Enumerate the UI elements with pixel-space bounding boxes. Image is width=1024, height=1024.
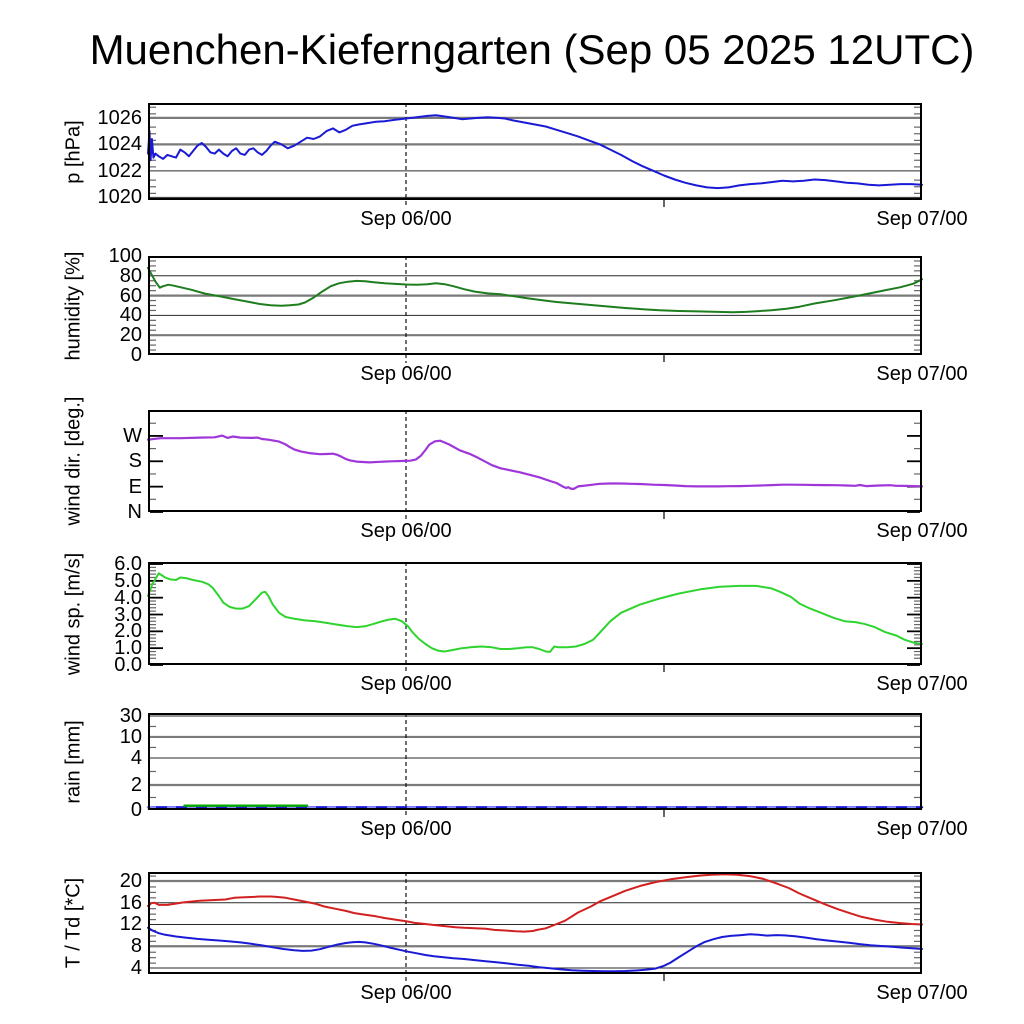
series-humidity bbox=[147, 266, 923, 314]
panel-temperature-dewpoint-plot bbox=[147, 872, 923, 982]
x-tick-label: Sep 06/00 bbox=[360, 208, 452, 230]
x-tick-label: Sep 07/00 bbox=[876, 982, 968, 1004]
x-tick-label: Sep 07/00 bbox=[876, 208, 968, 230]
temperature-dewpoint-ytick-label: 20 bbox=[119, 869, 142, 892]
x-tick-label: Sep 06/00 bbox=[360, 520, 452, 542]
humidity-ytick-label: 80 bbox=[119, 264, 142, 287]
chart-title: Muenchen-Kieferngarten (Sep 05 2025 12UT… bbox=[89, 26, 975, 73]
pressure-ytick-label: 1026 bbox=[97, 106, 143, 129]
wind-direction-ytick-label: S bbox=[128, 450, 142, 473]
series-temperature bbox=[147, 873, 923, 933]
rain-ytick-label: 30 bbox=[119, 705, 142, 727]
wind-speed-ytick-label: 4.0 bbox=[114, 586, 142, 609]
panel-rain-plot bbox=[146, 713, 924, 818]
y-axis-title-rain: rain [mm] bbox=[62, 719, 85, 804]
humidity-ytick-label: 0 bbox=[130, 344, 142, 366]
wind-speed-ytick-label: 3.0 bbox=[114, 603, 142, 626]
wind-speed-ytick-label: 5.0 bbox=[114, 569, 142, 592]
x-tick-label: Sep 07/00 bbox=[876, 363, 968, 385]
x-tick-label: Sep 06/00 bbox=[360, 982, 452, 1004]
y-axis-title-temperature-dewpoint: T / Td [*C] bbox=[62, 877, 85, 969]
series-dewpoint bbox=[147, 926, 923, 973]
x-tick-label: Sep 06/00 bbox=[360, 673, 452, 695]
wind-speed-ytick-label: 2.0 bbox=[114, 620, 142, 643]
wind-speed-ytick-label: 0.0 bbox=[114, 654, 142, 676]
rain-ytick-label: 4 bbox=[130, 747, 142, 769]
humidity-ytick-label: 60 bbox=[119, 284, 142, 307]
y-axis-title-wind-direction: wind dir. [deg.] bbox=[62, 396, 85, 526]
wind-speed-ytick-label: 6.0 bbox=[114, 553, 142, 576]
temperature-dewpoint-ytick-label: 4 bbox=[130, 957, 142, 980]
pressure-ytick-label: 1022 bbox=[97, 159, 143, 182]
rain-ytick-label: 10 bbox=[119, 725, 142, 748]
temperature-dewpoint-ytick-label: 16 bbox=[119, 891, 142, 914]
y-axis-title-humidity: humidity [%] bbox=[62, 251, 85, 360]
panel-pressure-plot bbox=[147, 103, 923, 208]
temperature-dewpoint-ytick-label: 12 bbox=[119, 913, 142, 936]
series-wind-direction bbox=[146, 434, 924, 491]
wind-direction-ytick-label: E bbox=[128, 475, 142, 498]
pressure-ytick-label: 1024 bbox=[97, 133, 143, 156]
x-tick-label: Sep 06/00 bbox=[360, 363, 452, 385]
series-wind-speed bbox=[147, 572, 923, 653]
x-tick-label: Sep 06/00 bbox=[360, 818, 452, 840]
humidity-ytick-label: 100 bbox=[108, 245, 142, 267]
series-pressure bbox=[147, 114, 923, 190]
pressure-ytick-label: 1020 bbox=[97, 186, 143, 209]
y-axis-title-wind-speed: wind sp. [m/s] bbox=[62, 552, 85, 675]
panel-wind-direction-plot bbox=[146, 410, 924, 520]
humidity-ytick-label: 20 bbox=[119, 324, 142, 347]
panel-wind-speed-plot bbox=[147, 562, 923, 673]
temperature-dewpoint-ytick-label: 8 bbox=[130, 935, 142, 958]
x-tick-label: Sep 07/00 bbox=[876, 818, 968, 840]
y-axis-title-pressure: p [hPa] bbox=[62, 119, 85, 184]
wind-speed-ytick-label: 1.0 bbox=[114, 637, 142, 660]
wind-direction-ytick-label: W bbox=[123, 424, 142, 447]
rain-ytick-label: 2 bbox=[130, 773, 142, 796]
x-tick-label: Sep 07/00 bbox=[876, 673, 968, 695]
rain-ytick-label: 0 bbox=[130, 799, 142, 821]
wind-direction-ytick-label: N bbox=[127, 501, 142, 523]
panel-humidity-plot bbox=[147, 256, 923, 363]
x-tick-label: Sep 07/00 bbox=[876, 520, 968, 542]
humidity-ytick-label: 40 bbox=[119, 304, 142, 327]
